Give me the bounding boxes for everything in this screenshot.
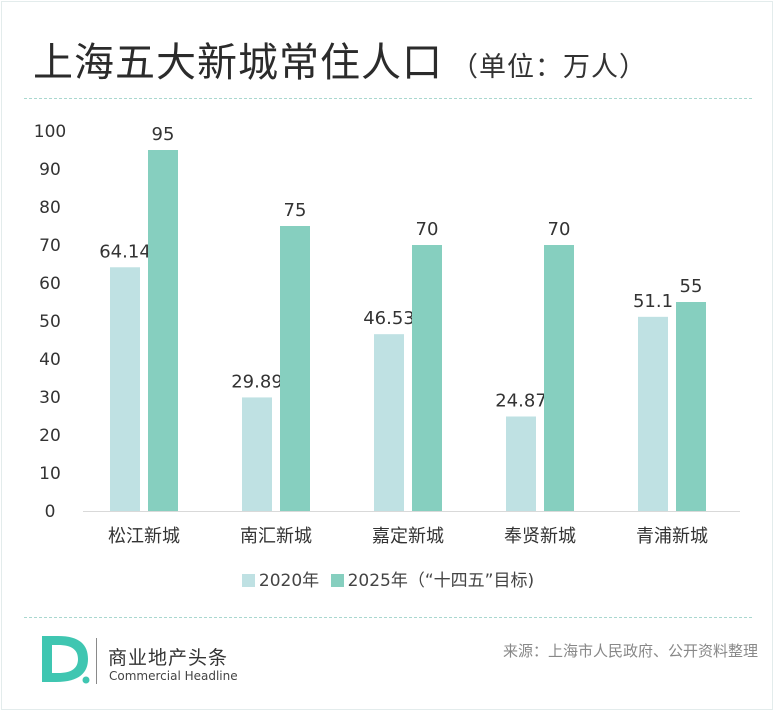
y-tick-label: 80 [39,198,61,218]
bar [242,397,272,511]
y-tick-label: 30 [39,388,61,408]
bar [676,302,706,511]
legend-label-2025: 2025年（“十四五”目标) [347,571,535,591]
data-label: 51.1 [633,291,673,312]
legend-item-2020: 2020年 [241,571,320,591]
x-tick-label: 嘉定新城 [372,526,444,547]
data-label: 46.53 [363,308,415,329]
y-tick-label: 10 [39,464,61,484]
top-divider [24,98,752,99]
bar [412,245,442,511]
chart-unit: （单位：万人） [451,52,647,83]
bar [506,416,536,511]
bar [638,316,668,511]
legend: 2020年 2025年（“十四五”目标) [0,566,776,591]
x-tick-label: 奉贤新城 [504,526,576,547]
y-tick-label: 40 [39,350,61,370]
data-label: 95 [152,124,175,145]
bar [280,226,310,511]
bar [544,245,574,511]
y-tick-label: 50 [39,312,61,332]
bar-chart: 0 10 20 30 40 50 60 70 80 90 100 64.14 95 松江新城 29.89 75… [34,122,740,547]
brand-separator [96,638,97,684]
source-note: 来源：上海市人民政府、公开资料整理 [502,642,758,660]
brand-logo-icon [42,636,90,684]
legend-item-2025: 2025年（“十四五”目标) [330,571,535,591]
data-label: 70 [548,219,571,240]
data-label: 70 [416,219,439,240]
bar [374,334,404,511]
x-tick-label: 青浦新城 [636,526,708,547]
legend-swatch-2025 [330,574,344,587]
bottom-divider [24,617,752,618]
y-tick-label: 20 [39,426,61,446]
brand-name-cn: 商业地产头条 [108,647,229,669]
x-tick-label: 松江新城 [108,526,180,547]
y-tick-label: 0 [45,502,56,522]
data-label: 24.87 [495,390,547,411]
x-tick-label: 南汇新城 [240,526,312,547]
data-label: 55 [680,276,703,297]
brand-name-en: Commercial Headline [109,669,238,683]
chart-title-text: 上海五大新城常住人口 [33,40,443,86]
data-label: 29.89 [231,371,283,392]
y-tick-label: 90 [39,160,61,180]
y-tick-label: 60 [39,274,61,294]
y-tick-label: 100 [34,122,66,142]
data-label: 75 [284,200,307,221]
legend-label-2020: 2020年 [258,571,320,591]
bar [148,150,178,511]
y-tick-label: 70 [39,236,61,256]
data-label: 64.14 [99,241,151,262]
legend-swatch-2020 [241,574,255,587]
chart-title: 上海五大新城常住人口 （单位：万人） [33,30,647,88]
bar [110,267,140,511]
